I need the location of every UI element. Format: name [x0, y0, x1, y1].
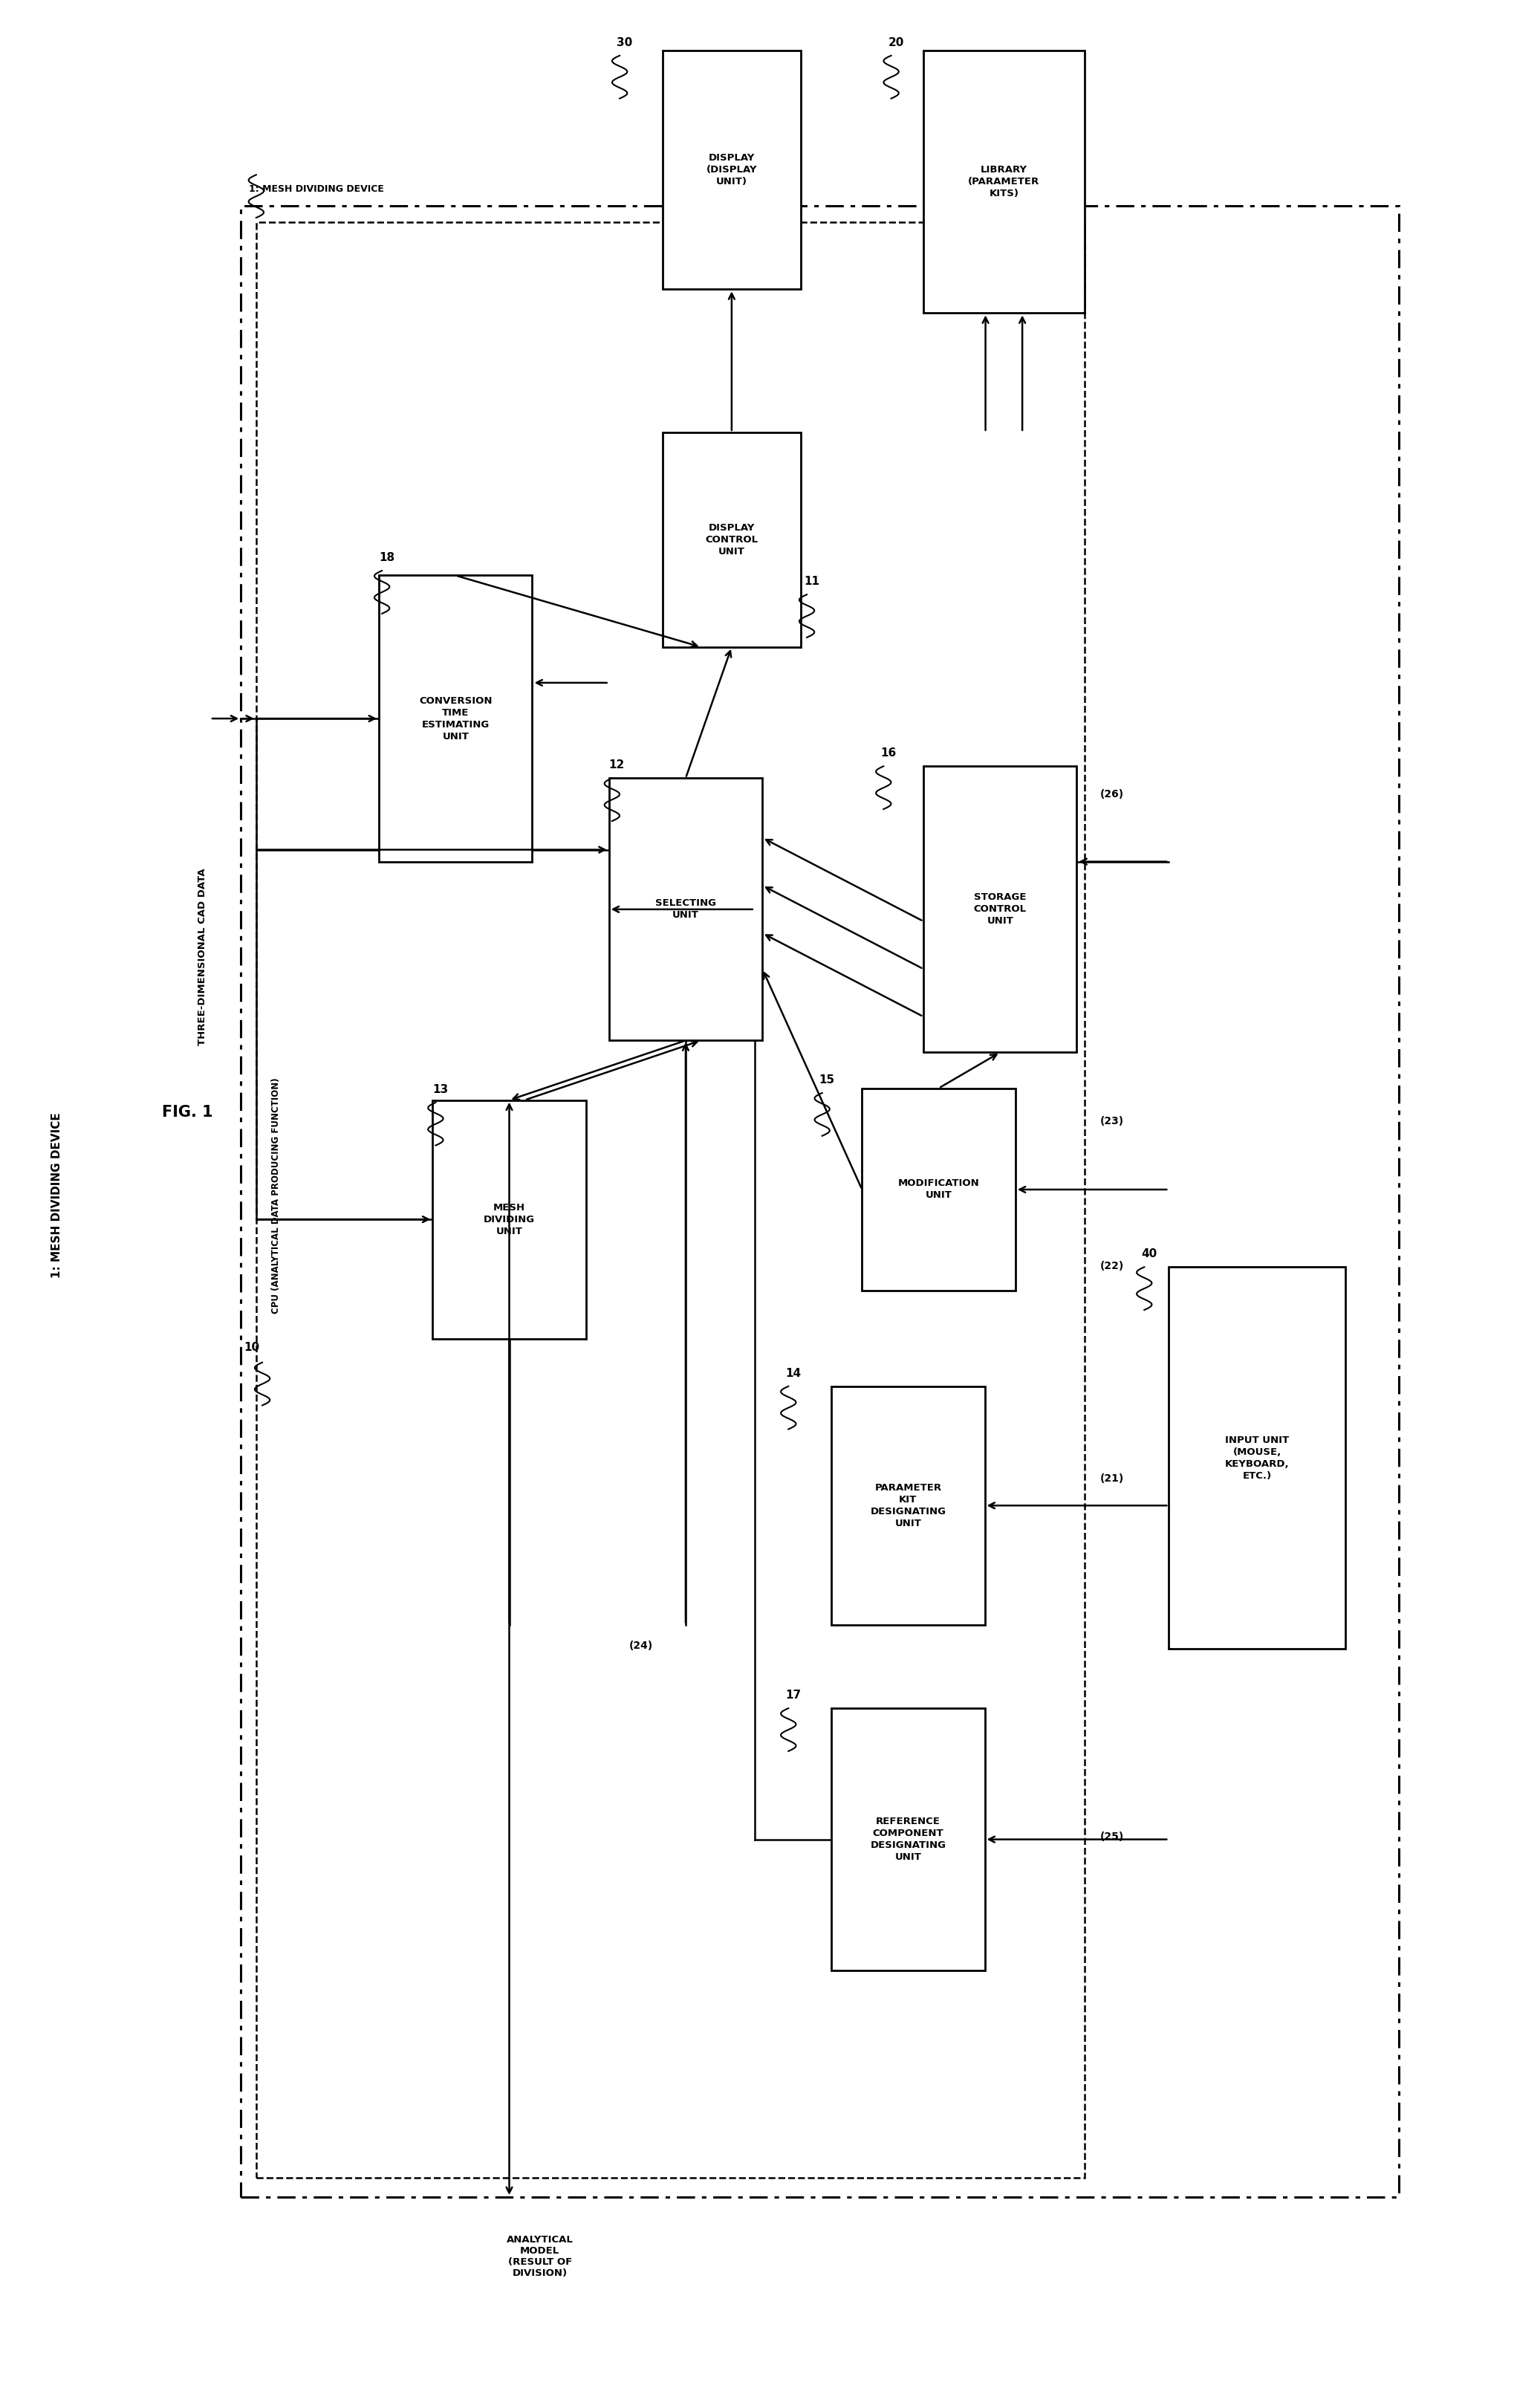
Bar — [862, 1088, 1015, 1291]
Text: (21): (21) — [1100, 1473, 1124, 1485]
Text: 18: 18 — [379, 552, 394, 564]
Text: (23): (23) — [1100, 1117, 1124, 1126]
Bar — [433, 1100, 585, 1339]
Text: 12: 12 — [608, 760, 625, 770]
Text: 1: MESH DIVIDING DEVICE: 1: MESH DIVIDING DEVICE — [248, 184, 383, 194]
Text: INPUT UNIT
(MOUSE,
KEYBOARD,
ETC.): INPUT UNIT (MOUSE, KEYBOARD, ETC.) — [1224, 1435, 1289, 1480]
Text: 13: 13 — [433, 1083, 448, 1095]
Text: PARAMETER
KIT
DESIGNATING
UNIT: PARAMETER KIT DESIGNATING UNIT — [870, 1482, 946, 1528]
Bar — [662, 50, 801, 289]
Bar — [832, 1707, 984, 1970]
Text: ANALYTICAL
MODEL
(RESULT OF
DIVISION): ANALYTICAL MODEL (RESULT OF DIVISION) — [507, 2236, 573, 2279]
Bar — [379, 576, 533, 861]
Bar — [240, 206, 1398, 2197]
Text: 20: 20 — [889, 38, 904, 48]
Text: CPU (ANALYTICAL DATA PRODUCING FUNCTION): CPU (ANALYTICAL DATA PRODUCING FUNCTION) — [271, 1078, 280, 1313]
Text: (25): (25) — [1100, 1832, 1124, 1841]
Bar — [662, 433, 801, 648]
Text: STORAGE
CONTROL
UNIT: STORAGE CONTROL UNIT — [973, 892, 1027, 925]
Text: CONVERSION
TIME
ESTIMATING
UNIT: CONVERSION TIME ESTIMATING UNIT — [419, 696, 493, 741]
Bar — [924, 50, 1084, 313]
Text: DISPLAY
(DISPLAY
UNIT): DISPLAY (DISPLAY UNIT) — [707, 153, 758, 186]
Text: 16: 16 — [881, 748, 896, 758]
Text: LIBRARY
(PARAMETER
KITS): LIBRARY (PARAMETER KITS) — [969, 165, 1040, 198]
Text: 40: 40 — [1141, 1248, 1157, 1260]
Text: REFERENCE
COMPONENT
DESIGNATING
UNIT: REFERENCE COMPONENT DESIGNATING UNIT — [870, 1817, 946, 1863]
Text: DISPLAY
CONTROL
UNIT: DISPLAY CONTROL UNIT — [705, 524, 758, 557]
Text: (24): (24) — [628, 1640, 653, 1650]
Text: (26): (26) — [1100, 789, 1124, 799]
Text: 30: 30 — [616, 38, 633, 48]
Text: 11: 11 — [804, 576, 819, 588]
Text: THREE-DIMENSIONAL CAD DATA: THREE-DIMENSIONAL CAD DATA — [197, 868, 208, 1045]
Bar — [924, 765, 1076, 1052]
Bar — [608, 777, 762, 1040]
Text: SELECTING
UNIT: SELECTING UNIT — [654, 899, 716, 921]
Text: 17: 17 — [785, 1690, 801, 1700]
Text: MODIFICATION
UNIT: MODIFICATION UNIT — [898, 1179, 979, 1200]
Bar — [1169, 1267, 1344, 1650]
Text: 10: 10 — [243, 1341, 259, 1353]
Text: FIG. 1: FIG. 1 — [162, 1105, 213, 1119]
Bar — [832, 1387, 984, 1626]
Text: (22): (22) — [1100, 1262, 1124, 1272]
Text: 1: MESH DIVIDING DEVICE: 1: MESH DIVIDING DEVICE — [51, 1112, 62, 1279]
Text: 14: 14 — [785, 1368, 801, 1380]
Bar — [256, 222, 1084, 2178]
Text: 15: 15 — [819, 1074, 835, 1086]
Text: MESH
DIVIDING
UNIT: MESH DIVIDING UNIT — [484, 1203, 534, 1236]
